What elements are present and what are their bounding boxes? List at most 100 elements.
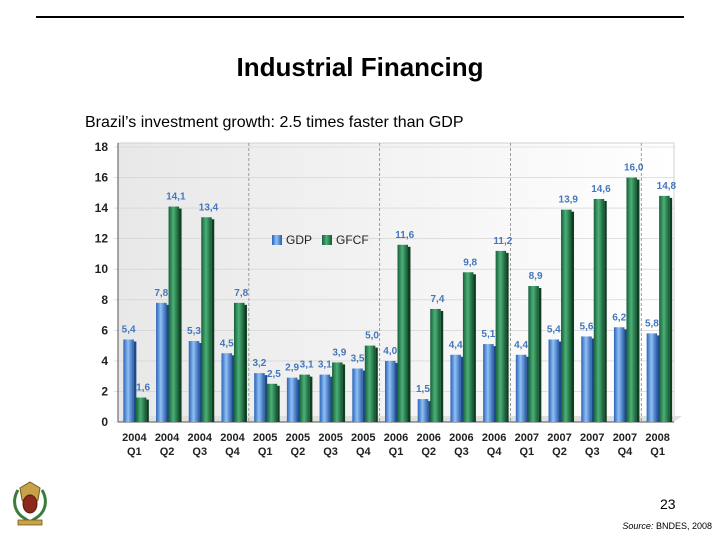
y-tick-label: 10 [95,262,109,276]
gfcf-value-label: 16,0 [624,163,644,174]
gdp-bar [613,327,625,422]
y-tick-label: 18 [95,140,109,154]
legend-swatch-gfcf [322,235,332,245]
gfcf-bar [593,198,605,422]
gfcf-value-label: 3,1 [300,360,314,371]
gfcf-bar-side [146,399,149,422]
x-tick-quarter: Q4 [356,446,372,458]
gfcf-bar [397,244,408,422]
gdp-bar [450,354,461,422]
gfcf-bar [462,272,474,422]
gfcf-bar [626,177,637,422]
x-tick-quarter: Q4 [618,446,634,458]
gdp-value-label: 3,5 [351,354,365,365]
gdp-bar [254,373,265,422]
gfcf-value-label: 2,5 [267,369,281,380]
x-tick-quarter: Q2 [552,446,567,458]
gfcf-value-label: 11,2 [493,236,512,247]
gdp-bar [515,354,527,422]
gdp-value-label: 4,4 [514,340,528,351]
x-tick-quarter: Q4 [225,446,241,458]
x-tick-quarter: Q3 [192,446,207,458]
x-tick-quarter: Q1 [127,446,142,458]
y-tick-label: 8 [101,293,108,307]
gfcf-bar-side [506,252,509,422]
y-tick-label: 0 [101,415,108,429]
chart-subtitle: Brazil’s investment growth: 2.5 times fa… [85,114,464,131]
gdp-bar [483,344,494,422]
gfcf-value-label: 5,0 [365,331,379,342]
gfcf-value-label: 7,4 [431,294,445,305]
gdp-bar-side [330,376,333,422]
gdp-value-label: 6,2 [612,312,626,323]
legend-swatch-gdp [272,235,282,245]
gfcf-bar-side [309,376,313,422]
gdp-value-label: 5,1 [481,329,495,340]
gdp-bar-side [133,341,137,422]
gdp-bar-side [657,335,660,422]
gdp-value-label: 3,2 [252,358,266,369]
x-tick-quarter: Q2 [160,446,175,458]
gfcf-value-label: 14,1 [166,192,186,203]
x-tick-year: 2007 [547,432,571,444]
gdp-bar [319,374,331,422]
gdp-value-label: 5,6 [580,321,594,332]
page-title: Industrial Financing [236,52,484,82]
x-tick-year: 2004 [155,432,180,444]
gfcf-bar-side [636,179,640,422]
x-tick-year: 2006 [449,432,473,444]
source-value: BNDES, 2008 [655,521,712,531]
gdp-bar-side [231,355,235,422]
x-tick-year: 2007 [515,432,539,444]
x-tick-year: 2004 [188,432,213,444]
gfcf-value-label: 14,6 [591,184,611,195]
gdp-bar [286,377,298,422]
gfcf-bar [201,217,212,422]
coat-of-arms-icon [13,481,47,526]
gdp-value-label: 5,3 [187,326,201,337]
gfcf-value-label: 13,4 [199,202,219,213]
gdp-bar [548,339,560,422]
gdp-bar [581,336,592,422]
x-tick-quarter: Q4 [487,446,503,458]
source-label: Source: [622,521,654,531]
y-tick-label: 6 [101,323,108,337]
gfcf-value-label: 13,9 [559,195,579,206]
x-tick-year: 2006 [416,432,440,444]
legend-label-gdp: GDP [286,233,312,247]
gfcf-bar [299,374,310,422]
x-tick-year: 2008 [645,432,669,444]
x-tick-quarter: Q3 [585,446,600,458]
x-tick-year: 2005 [286,432,310,444]
gfcf-bar-side [408,246,411,422]
y-tick-label: 2 [101,384,108,398]
x-tick-year: 2007 [580,432,604,444]
gdp-bar [123,339,134,422]
x-tick-quarter: Q3 [454,446,469,458]
top-rule [36,16,684,18]
gfcf-bar-side [375,347,378,422]
gdp-bar-side [624,329,627,422]
gfcf-value-label: 3,9 [332,347,346,358]
gdp-bar [646,333,658,422]
gfcf-bar-side [669,197,673,422]
x-tick-quarter: Q1 [389,446,404,458]
gfcf-bar-side [277,385,280,422]
gfcf-bar-side [244,304,247,422]
y-tick-label: 4 [101,354,108,368]
page-number: 23 [660,496,676,512]
x-tick-year: 2006 [482,432,506,444]
x-tick-quarter: Q1 [519,446,534,458]
y-tick-label: 14 [95,201,109,215]
gdp-bar-side [199,343,202,422]
gfcf-bar-side [440,310,444,422]
gdp-bar-side [428,401,431,422]
gdp-bar-side [460,356,464,422]
gdp-bar [221,353,232,422]
gdp-bar-side [591,338,595,422]
gfcf-value-label: 9,8 [463,257,477,268]
gfcf-value-label: 14,8 [657,181,677,192]
gfcf-bar-side [179,208,182,422]
gfcf-value-label: 8,9 [529,271,543,282]
